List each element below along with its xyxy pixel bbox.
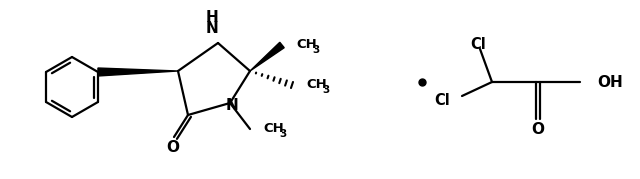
Polygon shape <box>250 42 284 71</box>
Text: CH: CH <box>263 122 284 134</box>
Text: 3: 3 <box>322 85 329 95</box>
Text: CH: CH <box>296 37 317 50</box>
Text: N: N <box>205 21 218 35</box>
Text: O: O <box>166 139 179 154</box>
Text: CH: CH <box>306 78 327 91</box>
Text: OH: OH <box>597 74 623 90</box>
Text: H: H <box>205 9 218 25</box>
Polygon shape <box>98 68 178 76</box>
Text: N: N <box>226 98 238 112</box>
Text: Cl: Cl <box>470 37 486 52</box>
Text: 3: 3 <box>312 45 319 55</box>
Text: O: O <box>531 122 545 137</box>
Text: 3: 3 <box>279 129 286 139</box>
Text: Cl: Cl <box>435 93 450 108</box>
